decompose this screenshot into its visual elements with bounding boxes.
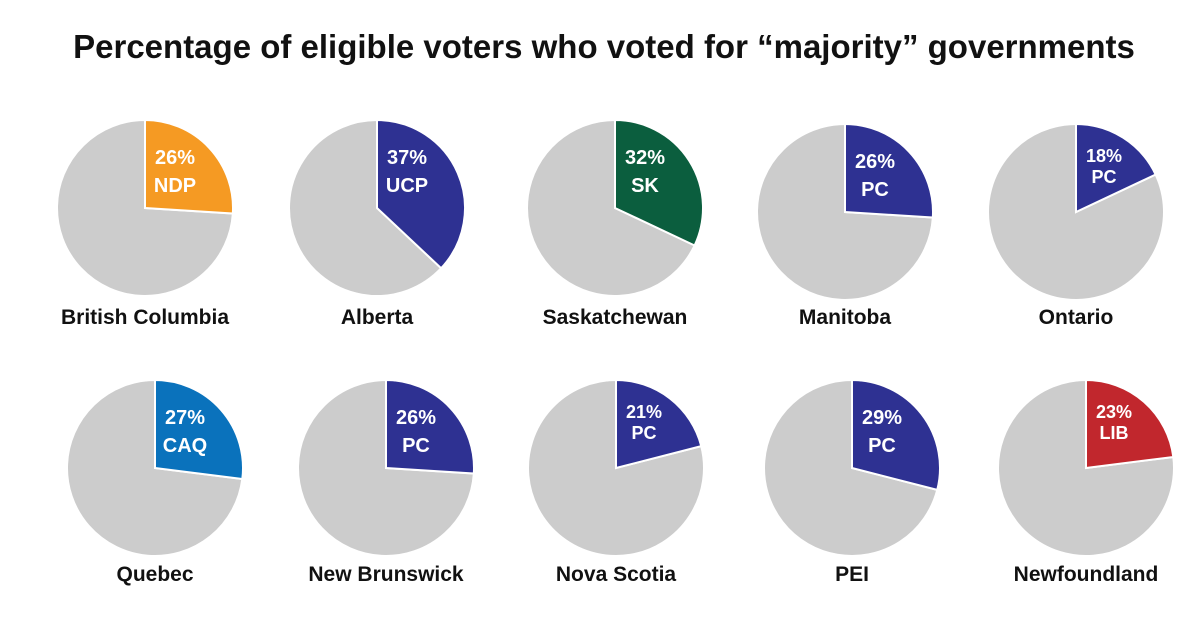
- province-label: Newfoundland: [1014, 563, 1159, 586]
- pie-remainder-slice: [763, 378, 939, 557]
- pie-saskatchewan: 32% SK Saskatchewan: [526, 118, 704, 329]
- province-label: Alberta: [341, 306, 414, 329]
- slice-value-label: 29%: [862, 407, 902, 429]
- slice-value-label: 26%: [155, 147, 195, 169]
- province-label: Manitoba: [799, 306, 891, 329]
- slice-party-label: SK: [631, 175, 659, 197]
- pies-group: 26% NDP British Columbia 37% UCP Alberta 32% SK…: [56, 118, 1175, 586]
- slice-party-label: PC: [402, 435, 430, 457]
- slice-party-label: PC: [868, 435, 896, 457]
- pie-alberta: 37% UCP Alberta: [288, 118, 466, 329]
- pie-value-slice: [615, 378, 703, 470]
- pie-value-slice: [1075, 122, 1157, 214]
- pie-value-slice: [376, 118, 466, 270]
- province-label: PEI: [835, 563, 869, 586]
- pie-value-slice: [154, 378, 244, 481]
- pie-remainder-slice: [527, 378, 705, 557]
- slice-party-label: NDP: [154, 175, 196, 197]
- slice-value-label: 37%: [387, 147, 427, 169]
- pie-remainder-slice: [288, 118, 443, 297]
- province-label: Ontario: [1039, 306, 1114, 329]
- slice-value-label: 21%: [626, 402, 662, 422]
- slice-value-label: 18%: [1086, 146, 1122, 166]
- pie-value-slice: [851, 378, 941, 492]
- slice-value-label: 26%: [855, 151, 895, 173]
- pie-value-slice: [144, 118, 234, 215]
- chart-title: Percentage of eligible voters who voted …: [73, 28, 1135, 65]
- pie-pei: 29% PC PEI: [763, 378, 941, 586]
- pie-ontario: 18%PC Ontario: [987, 122, 1165, 329]
- slice-value-label: 32%: [625, 147, 665, 169]
- pie-manitoba: 26% PC Manitoba: [756, 122, 934, 329]
- pie-newfoundland: 23%LIB Newfoundland: [997, 378, 1175, 586]
- pie-quebec: 27% CAQ Quebec: [66, 378, 244, 586]
- pie-value-slice: [614, 118, 704, 247]
- slice-party-label: PC: [1091, 167, 1116, 187]
- pie-remainder-slice: [987, 122, 1165, 301]
- slice-party-label: PC: [861, 179, 889, 201]
- slice-party-label: PC: [631, 423, 656, 443]
- pie-value-slice: [844, 122, 934, 219]
- slice-value-label: 27%: [165, 407, 205, 429]
- pie-british-columbia: 26% NDP British Columbia: [56, 118, 234, 329]
- slice-value-label: 23%: [1096, 402, 1132, 422]
- slice-party-label: UCP: [386, 175, 428, 197]
- province-label: Quebec: [116, 563, 193, 586]
- pie-value-slice: [385, 378, 475, 475]
- province-label: Nova Scotia: [556, 563, 677, 586]
- slice-value-label: 26%: [396, 407, 436, 429]
- pie-remainder-slice: [526, 118, 696, 297]
- slice-party-label: CAQ: [163, 435, 207, 457]
- province-label: Saskatchewan: [543, 306, 688, 329]
- pie-value-slice: [1085, 378, 1175, 470]
- pie-new-brunswick: 26% PC New Brunswick: [297, 378, 475, 586]
- pie-nova-scotia: 21%PC Nova Scotia: [527, 378, 705, 586]
- province-label: British Columbia: [61, 306, 229, 329]
- province-label: New Brunswick: [308, 563, 464, 586]
- slice-party-label: LIB: [1100, 423, 1129, 443]
